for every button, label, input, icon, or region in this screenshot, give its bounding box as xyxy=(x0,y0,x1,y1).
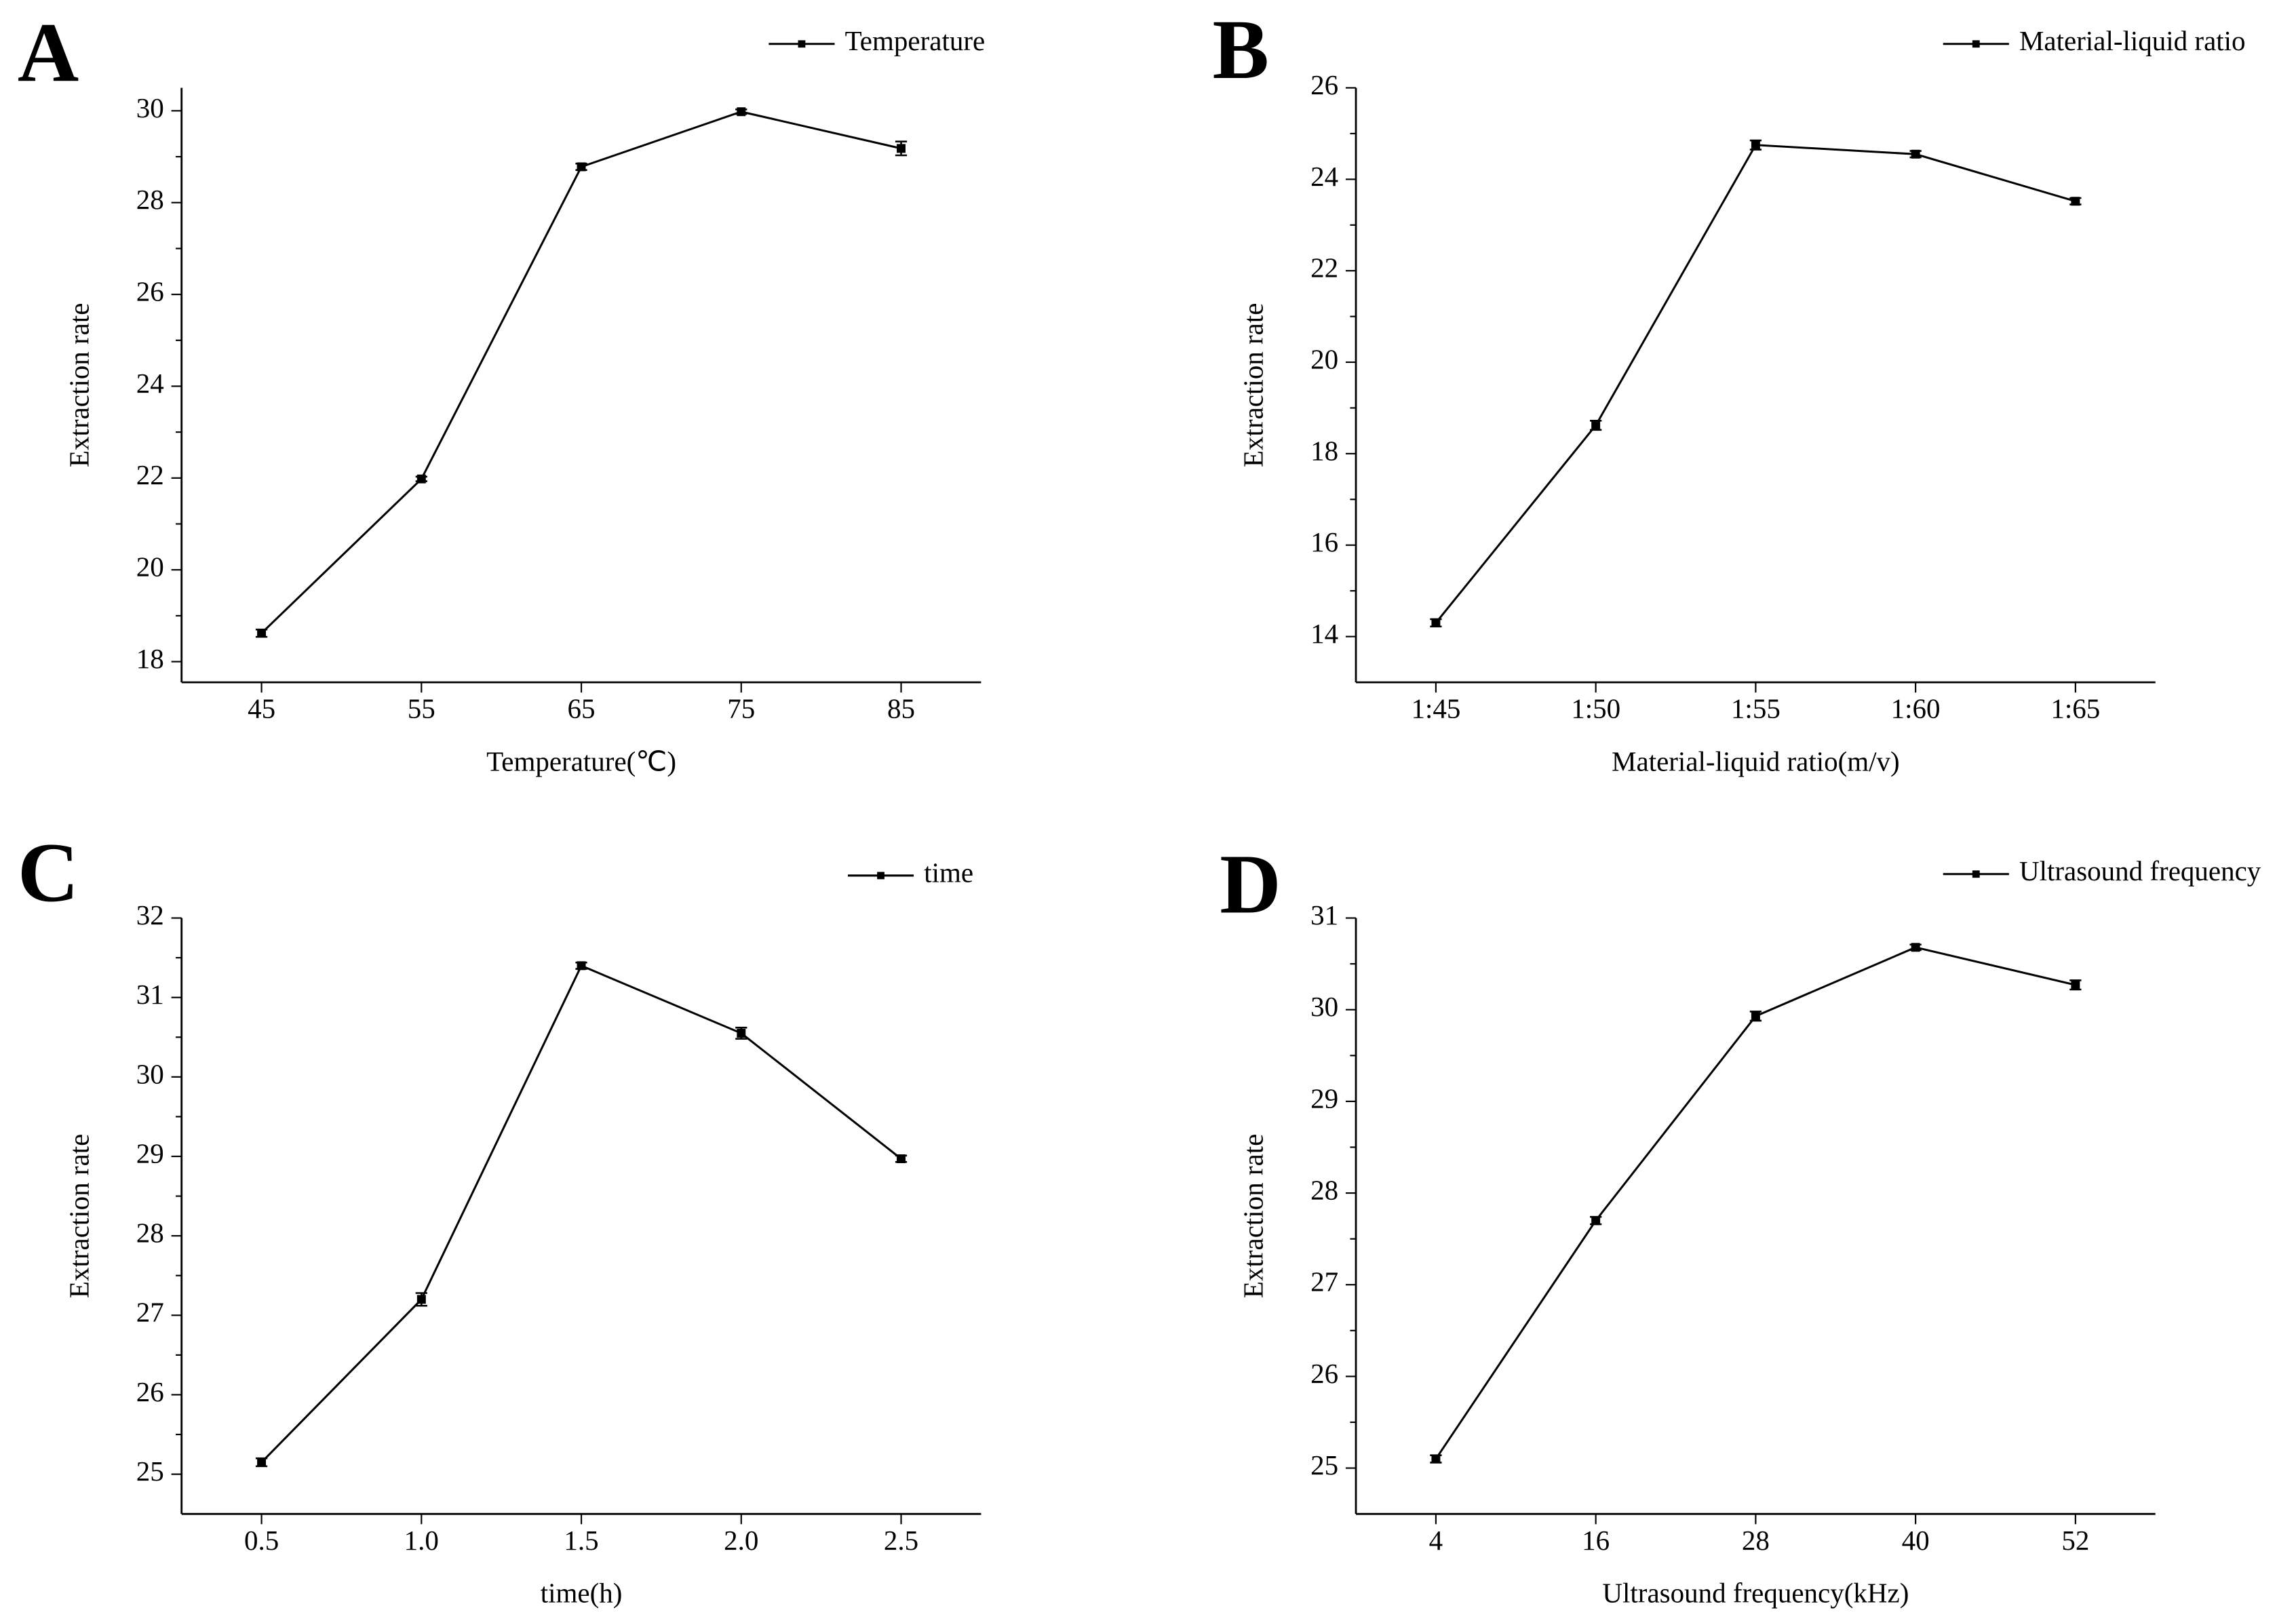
data-point xyxy=(1911,149,1920,159)
y-tick-label: 24 xyxy=(1310,161,1338,192)
legend-marker xyxy=(798,40,806,48)
y-tick-label: 32 xyxy=(136,899,164,931)
data-point xyxy=(416,474,426,484)
y-tick-label: 18 xyxy=(1310,435,1338,466)
data-point xyxy=(897,144,906,153)
data-point xyxy=(1431,1454,1441,1464)
y-tick-label: 20 xyxy=(1310,343,1338,374)
x-tick-label: 85 xyxy=(887,693,915,724)
y-tick-label: 20 xyxy=(136,551,164,583)
y-tick-label: 26 xyxy=(1310,1358,1338,1389)
data-point xyxy=(1751,140,1760,150)
x-axis-label: Ultrasound frequency(kHz) xyxy=(1602,1577,1909,1608)
y-tick-label: 25 xyxy=(1310,1449,1338,1481)
x-axis-label: Material-liquid ratio(m/v) xyxy=(1612,745,1900,777)
x-tick-label: 1:55 xyxy=(1731,693,1781,724)
y-tick-label: 25 xyxy=(136,1455,164,1487)
data-point xyxy=(2071,980,2080,990)
x-tick-label: 75 xyxy=(727,693,755,724)
y-tick-label: 30 xyxy=(1310,991,1338,1022)
y-tick-label: 22 xyxy=(136,459,164,490)
y-axis-label: Extraction rate xyxy=(1238,303,1269,467)
data-point xyxy=(257,629,267,638)
data-point xyxy=(1431,618,1441,627)
x-tick-label: 40 xyxy=(1902,1525,1930,1556)
y-tick-label: 27 xyxy=(136,1297,164,1328)
data-point xyxy=(1911,943,1920,952)
y-tick-label: 30 xyxy=(136,1058,164,1089)
x-tick-label: 2.0 xyxy=(724,1525,758,1556)
x-axis-label: Temperature(℃) xyxy=(486,745,676,777)
data-point xyxy=(1751,1011,1760,1021)
data-line xyxy=(260,964,902,1464)
y-tick-label: 29 xyxy=(1310,1082,1338,1114)
x-tick-label: 1:60 xyxy=(1891,693,1941,724)
x-tick-label: 1.5 xyxy=(564,1525,598,1556)
y-tick-label: 24 xyxy=(136,368,164,399)
y-tick-label: 28 xyxy=(1310,1174,1338,1205)
x-tick-label: 65 xyxy=(568,693,596,724)
y-tick-label: 28 xyxy=(136,184,164,215)
legend-marker xyxy=(1972,40,1980,48)
data-line xyxy=(1435,144,2076,624)
panel-label: A xyxy=(18,5,79,100)
y-tick-label: 27 xyxy=(1310,1266,1338,1297)
data-point xyxy=(737,1028,746,1038)
y-tick-label: 31 xyxy=(1310,899,1338,931)
data-point xyxy=(2071,197,2080,206)
y-tick-label: 14 xyxy=(1310,618,1338,649)
legend-label: Ultrasound frequency xyxy=(2019,855,2261,886)
legend-label: Material-liquid ratio xyxy=(2019,25,2246,56)
x-tick-label: 1:50 xyxy=(1571,693,1620,724)
data-point xyxy=(577,961,586,971)
data-line xyxy=(1435,946,2076,1460)
data-point xyxy=(577,162,586,172)
y-axis-label: Extraction rate xyxy=(1238,1134,1269,1298)
x-tick-label: 4 xyxy=(1429,1525,1443,1556)
y-tick-label: 18 xyxy=(136,643,164,674)
y-tick-label: 26 xyxy=(136,1376,164,1407)
y-tick-label: 30 xyxy=(136,92,164,123)
x-tick-label: 28 xyxy=(1742,1525,1770,1556)
panel-label: D xyxy=(1220,838,1281,932)
y-tick-label: 22 xyxy=(1310,252,1338,283)
x-tick-label: 2.5 xyxy=(884,1525,918,1556)
data-point xyxy=(897,1154,906,1163)
panel-label: C xyxy=(18,825,79,920)
x-tick-label: 1.0 xyxy=(404,1525,439,1556)
data-point xyxy=(737,107,746,117)
data-point xyxy=(416,1295,426,1304)
data-line xyxy=(260,111,901,634)
x-tick-label: 55 xyxy=(408,693,435,724)
y-tick-label: 31 xyxy=(136,979,164,1010)
legend-label: Temperature xyxy=(845,25,986,56)
x-tick-label: 1:45 xyxy=(1411,693,1460,724)
y-tick-label: 16 xyxy=(1310,526,1338,558)
legend-marker xyxy=(877,872,884,880)
y-tick-label: 26 xyxy=(1310,69,1338,100)
y-axis-label: Extraction rate xyxy=(63,303,94,467)
x-axis-label: time(h) xyxy=(541,1577,623,1608)
x-tick-label: 52 xyxy=(2061,1525,2089,1556)
y-tick-label: 26 xyxy=(136,275,164,307)
panel-label: B xyxy=(1212,3,1269,97)
legend-marker xyxy=(1972,870,1980,878)
x-tick-label: 0.5 xyxy=(244,1525,279,1556)
x-tick-label: 45 xyxy=(248,693,275,724)
data-point xyxy=(257,1458,267,1467)
legend-label: time xyxy=(924,857,973,888)
y-tick-label: 29 xyxy=(136,1137,164,1169)
x-tick-label: 16 xyxy=(1582,1525,1610,1556)
x-tick-label: 1:65 xyxy=(2050,693,2100,724)
data-point xyxy=(1591,421,1601,430)
y-tick-label: 28 xyxy=(136,1217,164,1249)
data-point xyxy=(1591,1216,1601,1226)
y-axis-label: Extraction rate xyxy=(63,1134,94,1298)
